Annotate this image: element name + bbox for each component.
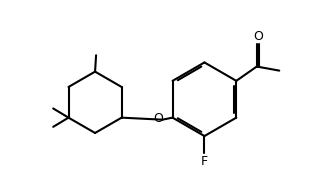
Text: F: F bbox=[201, 155, 208, 168]
Text: O: O bbox=[153, 112, 163, 125]
Text: O: O bbox=[253, 30, 263, 43]
